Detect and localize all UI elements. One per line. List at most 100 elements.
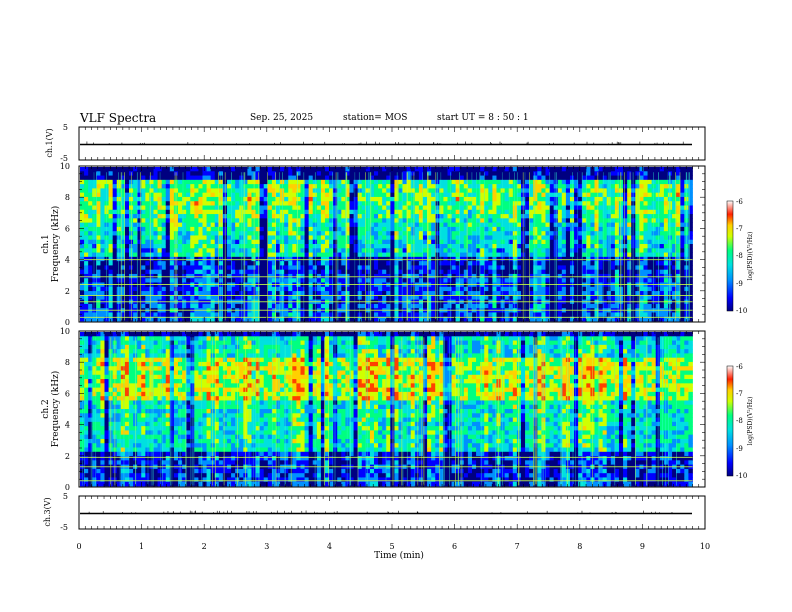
spectrogram-cell [537, 303, 542, 309]
spectrogram-cell [480, 179, 485, 185]
spectrogram-cell [169, 303, 175, 309]
spectrogram-cell [459, 214, 465, 219]
spectrogram-cell [394, 226, 399, 232]
spectrogram-cell [84, 175, 89, 181]
spectrogram-cell [561, 312, 567, 318]
spectrogram-cell [133, 218, 138, 224]
spectrogram-cell [500, 316, 506, 322]
spectrogram-cell [561, 209, 567, 215]
spectrogram-cell [373, 248, 379, 253]
spectrogram-cell [194, 248, 199, 253]
spectrogram-cell [100, 175, 105, 181]
spectrogram-cell [610, 175, 616, 181]
spectrogram-cell [516, 235, 522, 241]
spectrogram-cell [394, 222, 399, 228]
spectrogram-cell [492, 235, 497, 241]
spectrogram-cell [320, 184, 326, 189]
spectrogram-cell [549, 222, 555, 228]
spectrogram-cell [186, 231, 191, 236]
spectrogram-cell [141, 291, 146, 296]
spectrogram-cell [574, 231, 579, 236]
spectrogram-cell [533, 316, 538, 322]
spectrogram-cell [549, 239, 555, 245]
spectrogram-cell [476, 312, 481, 318]
spectrogram-cell [500, 231, 506, 236]
spectrogram-cell [194, 214, 199, 219]
spectrogram-cell [476, 244, 481, 249]
spectrogram-cell [259, 179, 265, 185]
spectrogram-cell [251, 184, 256, 189]
spectrogram-cell [190, 218, 195, 224]
spectrogram-cell [496, 222, 501, 228]
spectrogram-cell [525, 239, 530, 245]
spectrogram-cell [365, 316, 371, 322]
spectrogram-cell [145, 184, 150, 189]
spectrogram-cell [182, 205, 187, 211]
spectrogram-cell [533, 303, 538, 309]
spectrogram-cell [247, 201, 252, 206]
spectrogram-cell [157, 235, 163, 241]
spectrogram-cell [582, 295, 587, 301]
spectrogram-cell [284, 248, 289, 253]
spectrogram-cell [427, 269, 432, 275]
spectrogram-cell [263, 167, 269, 172]
spectrogram-cell [402, 184, 408, 189]
spectrogram-cell [451, 188, 457, 194]
spectrogram-cell [578, 184, 583, 189]
spectrogram-cell [235, 248, 240, 253]
spectrogram-cell [341, 196, 346, 202]
spectrogram-cell [598, 171, 604, 176]
spectrogram-cell [292, 269, 297, 275]
spectrogram-cell [488, 179, 493, 185]
spectrogram-cell [455, 261, 461, 266]
spectrogram-cell [84, 235, 89, 241]
spectrogram-cell [108, 244, 114, 249]
spectrogram-cell [210, 239, 216, 245]
spectrogram-cell [96, 231, 101, 236]
spectrogram-cell [439, 179, 444, 185]
spectrogram-cell [304, 295, 310, 301]
spectrogram-cell [173, 269, 179, 275]
spectrogram-cell [153, 175, 158, 181]
spectrogram-cell [345, 214, 350, 219]
spectrogram-cell [578, 218, 583, 224]
spectrogram-cell [508, 226, 514, 232]
spectrogram-cell [504, 312, 510, 318]
spectrogram-cell [484, 303, 489, 309]
spectrogram-cell [410, 244, 416, 249]
spectrogram-cell [300, 239, 305, 245]
spectrogram-cell [455, 269, 461, 275]
spectrogram-cell [316, 261, 322, 266]
spectrogram-cell [275, 278, 281, 283]
spectrogram-cell [300, 175, 305, 181]
spectrogram-cell [157, 222, 163, 228]
spectrogram-cell [88, 209, 93, 215]
spectrogram-cell [231, 231, 236, 236]
spectrogram-cell [471, 252, 477, 258]
spectrogram-cell [182, 252, 187, 258]
spectrogram-cell [455, 175, 461, 181]
spectrogram-cell [296, 252, 301, 258]
spectrogram-cell [349, 188, 354, 194]
spectrogram-cell [288, 179, 293, 185]
spectrogram-cell [488, 201, 493, 206]
spectrogram-cell [190, 179, 195, 185]
spectrogram-cell [443, 278, 448, 283]
spectrogram-cell [161, 184, 167, 189]
spectrogram-cell [471, 312, 477, 318]
spectrogram-cell [345, 188, 350, 194]
spectrogram-cell [463, 205, 469, 211]
spectrogram-cell [443, 188, 448, 194]
spectrogram-cell [284, 316, 289, 322]
spectrogram-cell [329, 179, 334, 185]
spectrogram-cell [443, 265, 448, 271]
spectrogram-cell [116, 303, 122, 309]
spectrogram-cell [537, 209, 542, 215]
spectrogram-cell [549, 214, 555, 219]
spectrogram-cell [492, 188, 497, 194]
spectrogram-cell [590, 196, 595, 202]
spectrogram-cell [357, 192, 363, 198]
spectrogram-cell [153, 316, 158, 322]
spectrogram-cell [304, 265, 310, 271]
spectrogram-cell [545, 188, 550, 194]
